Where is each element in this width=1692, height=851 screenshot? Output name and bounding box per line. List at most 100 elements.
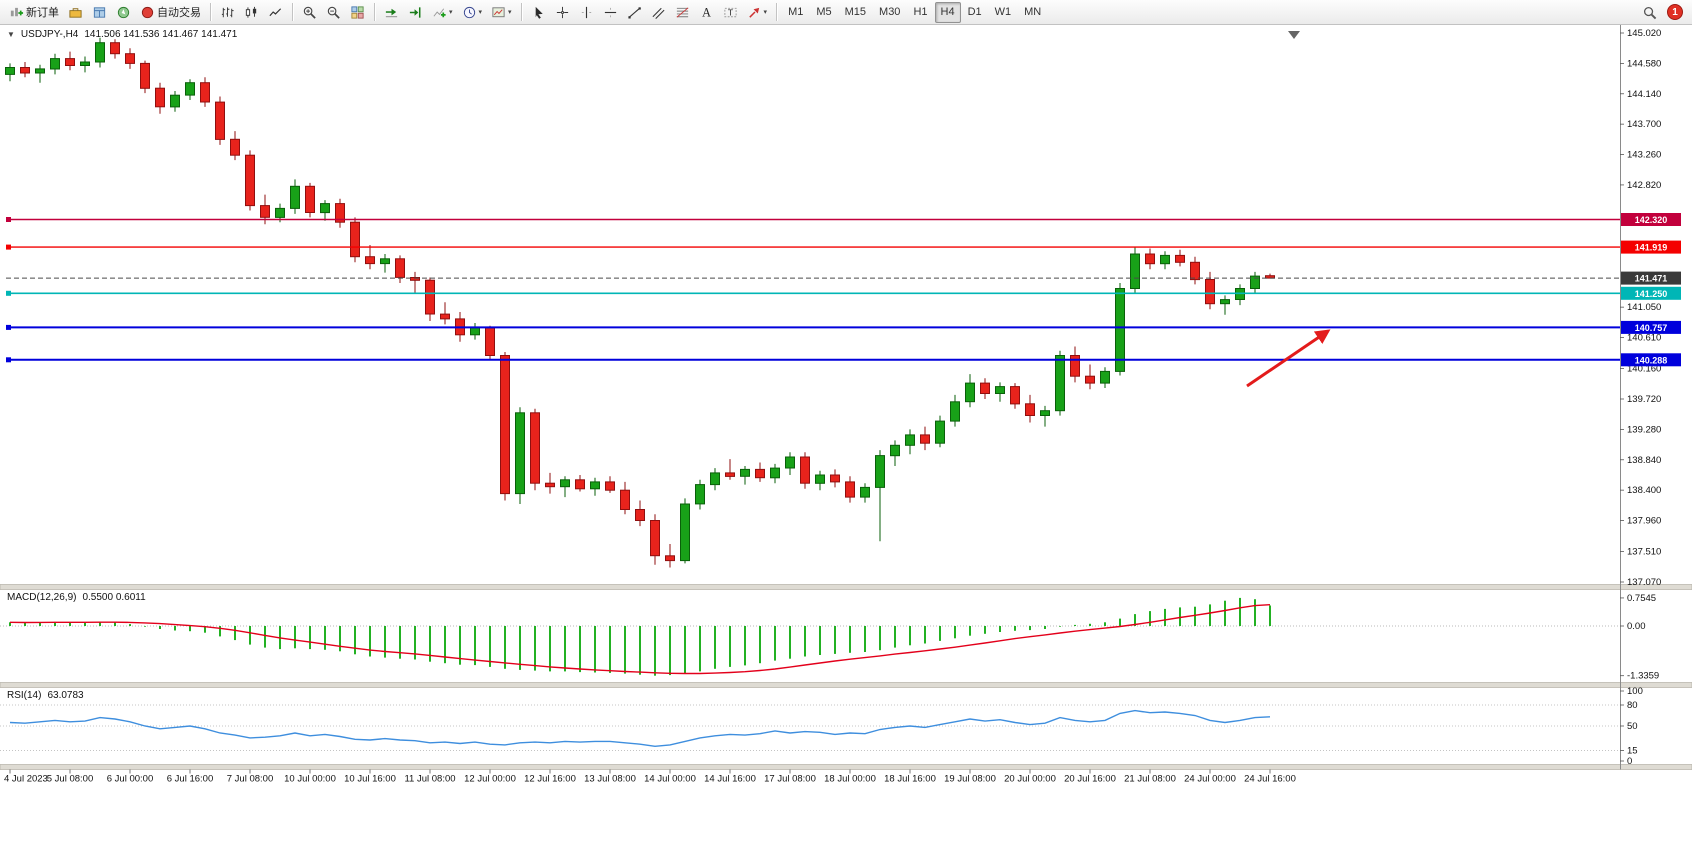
pane-separator[interactable] — [0, 764, 1692, 770]
price-tick-label: 143.700 — [1627, 119, 1661, 130]
candle-body — [95, 42, 105, 63]
line-handle — [6, 244, 11, 250]
macd-tick-label: 0.00 — [1627, 621, 1646, 632]
candle-body — [620, 489, 630, 511]
price-tick-label: 140.610 — [1627, 333, 1661, 344]
macd-values-label: 0.5500 0.6011 — [82, 592, 146, 603]
line-chart-button[interactable] — [264, 2, 287, 23]
candle-body — [530, 412, 540, 484]
tile-windows-button[interactable] — [346, 2, 369, 23]
cursor-button[interactable] — [527, 2, 550, 23]
candle-body — [395, 258, 405, 278]
timeframe-h1-button[interactable]: H1 — [913, 6, 928, 18]
zoom-out-icon — [326, 5, 341, 20]
rsi-tick-label: 15 — [1627, 746, 1638, 757]
bar-chart-button[interactable] — [216, 2, 239, 23]
price-tick-label: 141.050 — [1627, 302, 1661, 313]
template-icon — [491, 5, 506, 20]
autotrading-button-label: 自动交易 — [157, 7, 201, 19]
candle-body — [230, 138, 240, 156]
text-button[interactable]: A — [695, 2, 718, 23]
search-button[interactable] — [1638, 2, 1661, 23]
toolbox-button[interactable] — [64, 2, 87, 23]
timeframe-mn-button[interactable]: MN — [1024, 6, 1042, 18]
one-click-trading-toggle-icon[interactable]: ▼ — [7, 30, 15, 39]
candle-body — [575, 479, 585, 490]
timeframe-m30-button[interactable]: M30 — [879, 6, 901, 18]
candle-body — [800, 456, 810, 484]
auto-scroll-button[interactable] — [380, 2, 403, 23]
timeframe-d1-button[interactable]: D1 — [967, 6, 982, 18]
periods-button[interactable]: ▾ — [458, 2, 487, 23]
timeframe-m5-button[interactable]: M5 — [816, 6, 832, 18]
line-handle — [6, 290, 11, 296]
trend-arrow-annotation[interactable] — [1246, 329, 1331, 388]
chart-shift-marker-icon[interactable] — [1288, 31, 1300, 39]
time-axis-label: 21 Jul 08:00 — [1124, 774, 1176, 785]
ohlc-values-label: 141.506 141.536 141.467 141.471 — [84, 29, 238, 40]
arrows-button[interactable]: ▾ — [743, 2, 772, 23]
candle-body — [1085, 375, 1095, 384]
pane-separator[interactable] — [0, 682, 1692, 688]
equidistant-channel-button[interactable] — [647, 2, 670, 23]
candle-body — [110, 42, 120, 55]
timeframe-w1-button[interactable]: W1 — [994, 6, 1012, 18]
rsi-name-label: RSI(14) — [7, 690, 42, 701]
autotrading-button[interactable]: 自动交易 — [136, 2, 205, 23]
price-badge-142.320 — [1621, 213, 1681, 226]
notifications-badge[interactable]: 1 — [1667, 4, 1683, 20]
hline-icon — [603, 5, 618, 20]
zoom-out-button[interactable] — [322, 2, 345, 23]
fibonacci-button[interactable] — [671, 2, 694, 23]
timeframe-m1-button[interactable]: M1 — [788, 6, 804, 18]
macd-tick-label: 0.7545 — [1627, 593, 1656, 604]
price-tick-label: 137.960 — [1627, 516, 1661, 527]
candle-body — [215, 101, 225, 140]
candle-body — [1160, 254, 1170, 265]
price-badge-text: 141.250 — [1635, 289, 1668, 299]
time-axis-label: 12 Jul 00:00 — [464, 774, 516, 785]
candle-body — [1025, 403, 1035, 416]
new-order-button[interactable]: 新订单 — [5, 2, 63, 23]
candle-body — [485, 327, 495, 356]
rsi-line — [9, 709, 1271, 748]
zoom-in-icon — [302, 5, 317, 20]
indicators-button[interactable]: ▾ — [428, 2, 457, 23]
price-badge-141.471 — [1621, 271, 1681, 285]
chart-shift-button[interactable] — [404, 2, 427, 23]
candle-body — [830, 474, 840, 483]
chart-title-row: ▼ USDJPY-,H4 141.506 141.536 141.467 141… — [7, 29, 237, 40]
timeframe-m15-button[interactable]: M15 — [844, 6, 867, 18]
zoom-in-button[interactable] — [298, 2, 321, 23]
trendline-button[interactable] — [623, 2, 646, 23]
navigator-icon — [116, 5, 131, 20]
candle-body — [980, 382, 990, 395]
vertical-line-button[interactable] — [575, 2, 598, 23]
price-badge-text: 140.288 — [1635, 355, 1668, 365]
pane-separator[interactable] — [0, 584, 1692, 590]
rsi-pane-label: RSI(14) 63.0783 — [7, 690, 84, 701]
candle-body — [350, 221, 360, 258]
horizontal-line-button[interactable] — [599, 2, 622, 23]
navigator-button[interactable] — [112, 2, 135, 23]
price-tick-label: 139.720 — [1627, 394, 1661, 405]
svg-text:T: T — [727, 7, 732, 17]
dropdown-caret-icon: ▾ — [478, 9, 483, 16]
candle-body — [965, 382, 975, 403]
price-badge-141.250 — [1621, 286, 1681, 300]
rsi-value-label: 63.0783 — [47, 690, 84, 701]
macd-histogram — [9, 597, 1271, 676]
line-handle — [6, 357, 11, 363]
candle-body — [845, 481, 855, 498]
data-window-button[interactable] — [88, 2, 111, 23]
text-label-button[interactable]: T — [719, 2, 742, 23]
candle-body — [815, 474, 825, 484]
candle-body — [635, 509, 645, 521]
candle-body — [1220, 299, 1230, 305]
candle-body — [935, 420, 945, 444]
candlestick-chart-button[interactable] — [240, 2, 263, 23]
templates-button[interactable]: ▾ — [487, 2, 516, 23]
crosshair-button[interactable] — [551, 2, 574, 23]
timeframe-h4-button[interactable]: H4 — [934, 1, 961, 23]
